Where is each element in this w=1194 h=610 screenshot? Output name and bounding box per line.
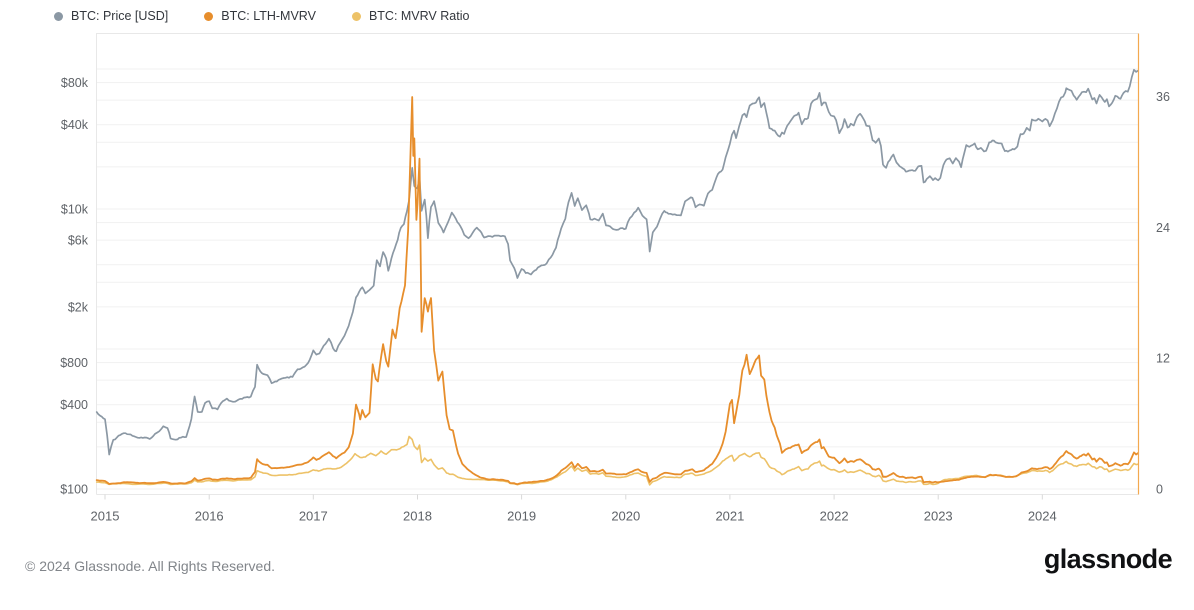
gridlines — [96, 68, 1139, 490]
svg-text:36: 36 — [1156, 90, 1170, 104]
svg-text:2016: 2016 — [195, 509, 224, 524]
svg-text:0: 0 — [1156, 483, 1163, 497]
legend-label-btc-price: BTC: Price [USD] — [71, 9, 169, 23]
svg-text:2021: 2021 — [715, 509, 744, 524]
svg-text:12: 12 — [1156, 352, 1170, 366]
mvrv-ratio-series-dot-icon — [351, 11, 361, 21]
glassnode-logo: glassnode — [1043, 544, 1173, 574]
svg-text:$100: $100 — [60, 483, 88, 497]
legend-item-lth-mvrv[interactable]: BTC: LTH-MVRV — [204, 9, 316, 23]
svg-text:$80k: $80k — [61, 76, 89, 90]
legend-item-mvrv-ratio[interactable]: BTC: MVRV Ratio — [351, 9, 470, 23]
svg-text:2019: 2019 — [507, 509, 536, 524]
svg-text:2023: 2023 — [924, 509, 953, 524]
svg-text:2024: 2024 — [1028, 509, 1057, 524]
y-axis-left: $80k $40k $10k $6k $2k $800 $400 $100 — [60, 76, 89, 496]
y-axis-right: 36 24 12 0 — [1156, 90, 1170, 496]
price-line — [95, 68, 1139, 456]
lth-mvrv-line — [95, 96, 1139, 486]
svg-text:$6k: $6k — [68, 234, 89, 248]
legend: BTC: Price [USD] BTC: LTH-MVRV BTC: MVRV… — [54, 9, 469, 23]
svg-text:$2k: $2k — [68, 300, 89, 314]
lth-mvrv-series-dot-icon — [204, 11, 214, 21]
svg-text:$40k: $40k — [61, 118, 89, 132]
plot-border — [96, 33, 1139, 495]
svg-text:$800: $800 — [60, 356, 88, 370]
svg-text:24: 24 — [1156, 221, 1170, 235]
svg-text:$10k: $10k — [61, 203, 89, 217]
price-series-dot-icon — [54, 11, 63, 21]
legend-label-lth-mvrv: BTC: LTH-MVRV — [221, 9, 316, 23]
svg-text:2018: 2018 — [403, 509, 432, 524]
svg-text:2015: 2015 — [91, 509, 120, 524]
legend-item-btc-price[interactable]: BTC: Price [USD] — [54, 9, 168, 23]
svg-text:2017: 2017 — [299, 509, 328, 524]
svg-text:2020: 2020 — [611, 509, 640, 524]
svg-text:$400: $400 — [60, 398, 88, 412]
copyright-text: © 2024 Glassnode. All Rights Reserved. — [25, 558, 276, 574]
svg-text:2022: 2022 — [820, 509, 849, 524]
mvrv-ratio-line — [95, 435, 1139, 486]
legend-label-mvrv-ratio: BTC: MVRV Ratio — [368, 9, 470, 23]
x-axis: 2015 2016 2017 2018 2019 2020 2021 2022 2023 2024 — [91, 494, 1057, 524]
